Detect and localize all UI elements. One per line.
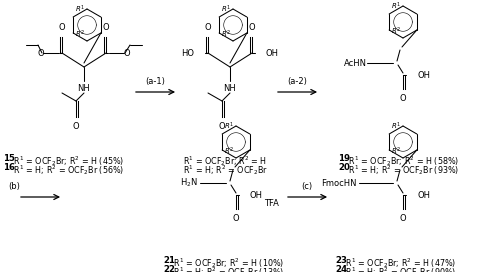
Text: $R^2$: $R^2$ — [75, 28, 85, 40]
Text: (b): (b) — [8, 182, 20, 191]
Text: O: O — [102, 23, 110, 32]
Text: $R^1$: $R^1$ — [75, 4, 85, 15]
Text: $R^2$: $R^2$ — [224, 145, 234, 157]
Text: NH: NH — [78, 84, 90, 93]
Text: OH: OH — [417, 70, 430, 79]
Text: $R^1$: $R^1$ — [221, 4, 231, 15]
Text: AcHN: AcHN — [344, 58, 367, 67]
Text: (c): (c) — [302, 182, 312, 191]
Text: R$^1$ = OCF$_2$Br; R$^2$ = H (45%): R$^1$ = OCF$_2$Br; R$^2$ = H (45%) — [12, 154, 124, 168]
Text: O: O — [72, 122, 80, 131]
Text: R$^1$ = OCF$_2$Br; R$^2$ = H (47%): R$^1$ = OCF$_2$Br; R$^2$ = H (47%) — [344, 256, 456, 270]
Text: 16: 16 — [3, 163, 15, 172]
Text: OH: OH — [417, 190, 430, 199]
Text: 23: 23 — [335, 256, 347, 265]
Text: O: O — [58, 23, 66, 32]
Text: NH: NH — [224, 84, 236, 93]
Text: R$^1$ = OCF$_2$Br; R$^2$ = H (10%): R$^1$ = OCF$_2$Br; R$^2$ = H (10%) — [172, 256, 284, 270]
Text: 21: 21 — [163, 256, 175, 265]
Text: $R^1$: $R^1$ — [391, 121, 401, 132]
Text: O: O — [38, 48, 44, 57]
Text: 22: 22 — [163, 265, 175, 272]
Text: R$^1$ = H; R$^2$ = OCF$_2$Br (93%): R$^1$ = H; R$^2$ = OCF$_2$Br (93%) — [346, 163, 460, 177]
Text: $R^1$: $R^1$ — [391, 1, 401, 12]
Text: O: O — [204, 23, 212, 32]
Text: 20: 20 — [338, 163, 350, 172]
Text: OH: OH — [250, 190, 263, 199]
Text: R$^1$ = H; R$^2$ = OCF$_2$Br: R$^1$ = H; R$^2$ = OCF$_2$Br — [183, 163, 268, 177]
Text: O: O — [218, 122, 226, 131]
Text: R$^1$ = OCF$_2$Br; R$^2$ = H: R$^1$ = OCF$_2$Br; R$^2$ = H — [183, 154, 267, 168]
Text: (a-1): (a-1) — [145, 77, 165, 86]
Text: O: O — [232, 214, 239, 223]
Text: $R^2$: $R^2$ — [391, 145, 401, 157]
Text: R$^1$ = H; R$^2$ = OCF$_2$Br (56%): R$^1$ = H; R$^2$ = OCF$_2$Br (56%) — [12, 163, 124, 177]
Text: $R^1$: $R^1$ — [224, 121, 234, 132]
Text: TFA: TFA — [264, 199, 279, 208]
Text: 15: 15 — [3, 154, 15, 163]
Text: OH: OH — [266, 48, 279, 57]
Text: 19: 19 — [338, 154, 350, 163]
Text: O: O — [400, 94, 406, 103]
Text: $R^2$: $R^2$ — [391, 25, 401, 37]
Text: R$^1$ = OCF$_2$Br; R$^2$ = H (58%): R$^1$ = OCF$_2$Br; R$^2$ = H (58%) — [346, 154, 460, 168]
Text: FmocHN: FmocHN — [322, 178, 357, 187]
Text: O: O — [248, 23, 256, 32]
Text: O: O — [124, 48, 130, 57]
Text: 24: 24 — [335, 265, 347, 272]
Text: R$^1$ = H; R$^2$ = OCF$_2$Br (90%): R$^1$ = H; R$^2$ = OCF$_2$Br (90%) — [344, 265, 456, 272]
Text: $R^2$: $R^2$ — [221, 28, 231, 40]
Text: H$_2$N: H$_2$N — [180, 177, 198, 189]
Text: R$^1$ = H; R$^2$ = OCF$_2$Br (13%): R$^1$ = H; R$^2$ = OCF$_2$Br (13%) — [172, 265, 284, 272]
Text: HO: HO — [181, 48, 194, 57]
Text: O: O — [400, 214, 406, 223]
Text: (a-2): (a-2) — [287, 77, 307, 86]
